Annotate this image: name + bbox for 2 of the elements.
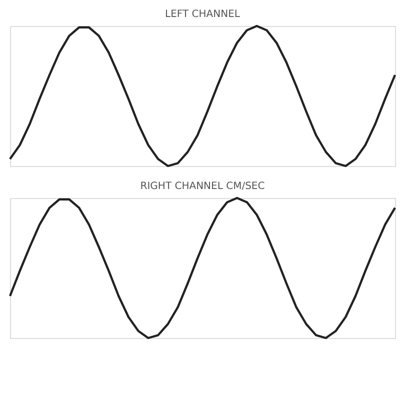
chart-title: LEFT CHANNEL xyxy=(165,8,240,20)
chart-title: RIGHT CHANNEL CM/SEC xyxy=(140,180,265,192)
